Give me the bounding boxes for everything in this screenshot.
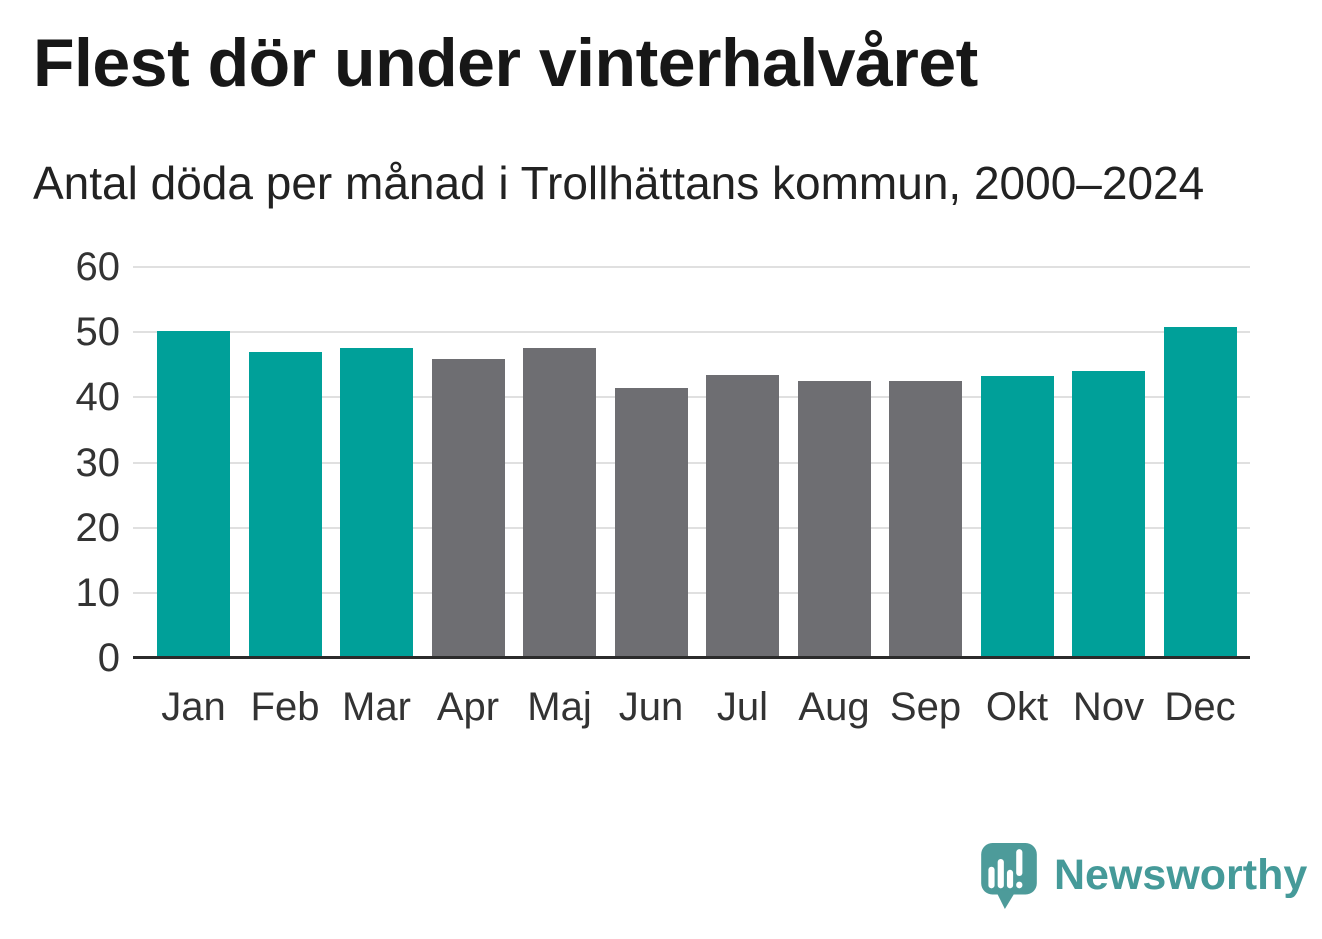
x-tick-label-jan: Jan [161, 685, 226, 729]
y-tick-label-50: 50 [75, 310, 121, 355]
gridline-y30 [133, 461, 1250, 464]
x-tick-label-nov: Nov [1072, 685, 1145, 729]
x-tick-label-apr: Apr [436, 685, 500, 729]
bar-nov [1072, 370, 1145, 658]
brand-name: Newsworthy [1054, 851, 1308, 899]
bar-aug [797, 381, 871, 658]
gridline-y40 [133, 396, 1250, 399]
y-tick-label-60: 60 [75, 245, 121, 289]
y-tick-label-0: 0 [97, 636, 120, 680]
bar-jun [614, 387, 688, 658]
page-title: Flest dör under vinterhalvåret [33, 25, 978, 101]
y-axis: 0 10 20 30 40 50 60 [40, 245, 121, 680]
gridline-y50 [133, 331, 1250, 334]
bar-dec [1163, 326, 1237, 658]
bar-jul [706, 375, 779, 658]
x-tick-label-jun: Jun [618, 685, 684, 729]
newsworthy-logo-icon [981, 843, 1037, 909]
x-tick-label-okt: Okt [985, 685, 1049, 729]
plot-area [133, 266, 1250, 659]
chart-subtitle: Antal döda per månad i Trollhättans komm… [33, 157, 1205, 209]
x-axis: Jan Feb Mar Apr Maj Jun Jul Aug Sep Okt Nov Dec [133, 681, 1250, 741]
y-tick-label-20: 20 [75, 505, 121, 550]
x-tick-label-jul: Jul [716, 685, 769, 729]
bar-jan [157, 330, 230, 658]
x-tick-label-dec: Dec [1164, 685, 1236, 729]
bar-sep [889, 381, 962, 658]
y-tick-label-40: 40 [75, 375, 121, 420]
gridline-y20 [133, 526, 1250, 529]
bar-okt [980, 375, 1054, 658]
x-tick-label-sep: Sep [889, 685, 962, 729]
x-tick-label-maj: Maj [527, 685, 592, 729]
branding: Newsworthy [980, 843, 1307, 911]
x-axis-baseline [133, 656, 1250, 659]
gridline-y60 [133, 266, 1250, 268]
x-tick-label-aug: Aug [798, 685, 870, 729]
x-tick-label-mar: Mar [342, 685, 411, 729]
bar-feb [248, 352, 322, 658]
bar-apr [431, 358, 505, 658]
x-tick-label-feb: Feb [250, 685, 320, 729]
y-tick-label-10: 10 [75, 570, 121, 615]
bar-mar [340, 347, 413, 658]
bar-maj [523, 347, 596, 658]
y-tick-label-30: 30 [75, 440, 121, 485]
gridline-y10 [133, 591, 1250, 594]
